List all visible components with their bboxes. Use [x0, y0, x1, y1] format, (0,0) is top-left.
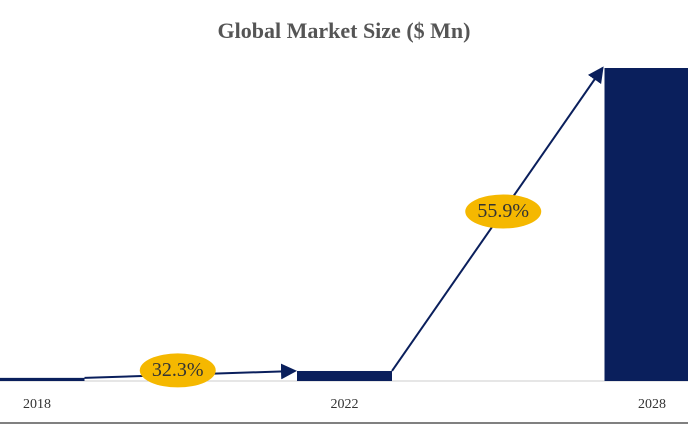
bar [604, 68, 688, 381]
chart-title: Global Market Size ($ Mn) [218, 18, 471, 43]
growth-badge [465, 194, 542, 229]
bar [297, 370, 392, 381]
bar [0, 377, 85, 381]
growth-label: 32.3% [152, 359, 204, 381]
growth-badge [139, 353, 216, 388]
x-tick-label: 2018 [23, 397, 51, 412]
x-tick-label: 2028 [638, 397, 666, 412]
growth-label: 55.9% [477, 200, 529, 222]
x-tick-label: 2022 [331, 397, 359, 412]
